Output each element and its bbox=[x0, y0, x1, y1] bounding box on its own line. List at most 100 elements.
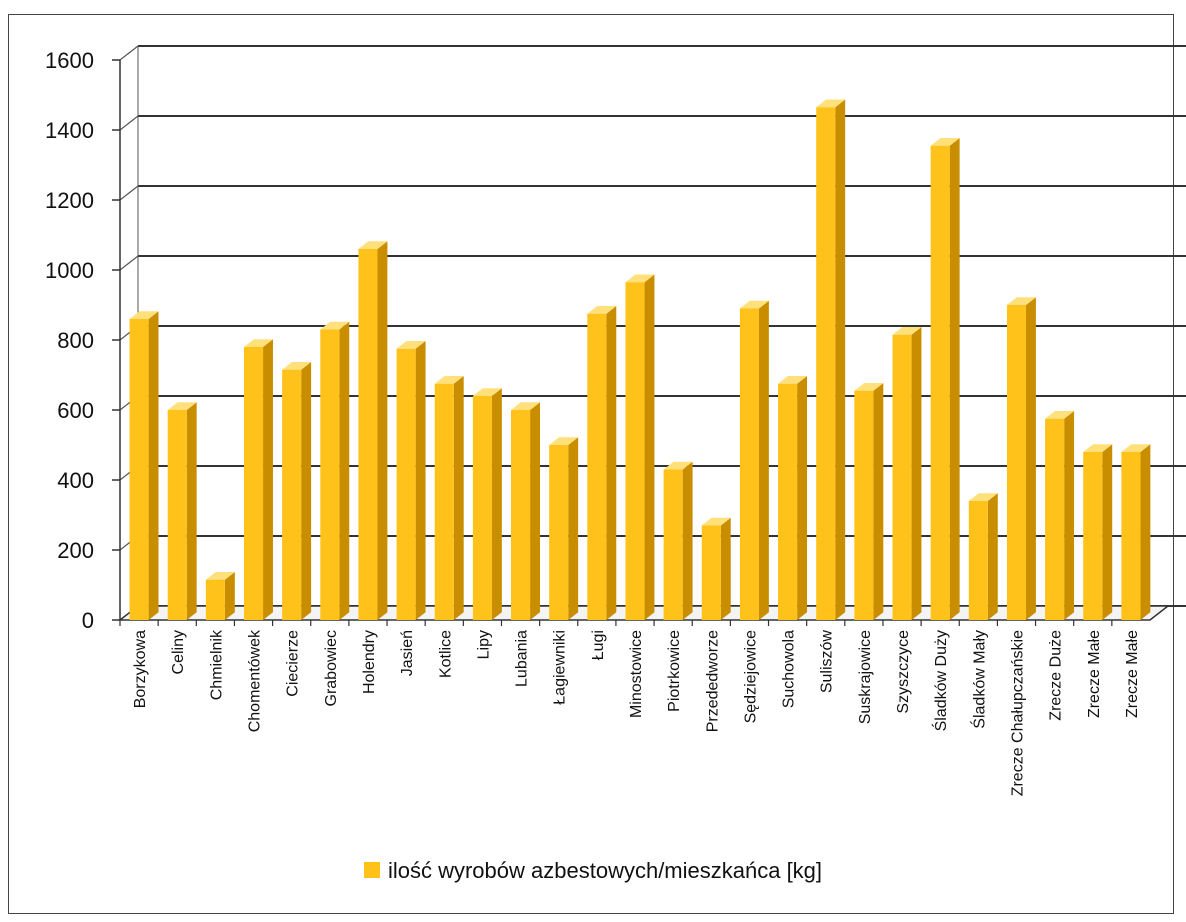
bar-front bbox=[358, 249, 378, 620]
bar-front bbox=[1006, 305, 1027, 620]
category-label: Śladków Mały bbox=[969, 630, 988, 729]
bar-side bbox=[491, 388, 502, 620]
bar-top bbox=[663, 461, 693, 470]
bar-top bbox=[892, 327, 922, 335]
bar-front bbox=[739, 308, 759, 620]
bar-top bbox=[854, 383, 884, 391]
category-label: Łagiewniki bbox=[552, 630, 569, 705]
bar-top bbox=[1121, 444, 1151, 452]
bar bbox=[205, 572, 235, 620]
bar-front bbox=[243, 347, 264, 620]
bar-top bbox=[511, 402, 540, 410]
gridline-depth bbox=[119, 115, 139, 131]
y-tick-label: 400 bbox=[57, 468, 94, 493]
y-tick-label: 1600 bbox=[45, 48, 94, 73]
category-label: Przededworze bbox=[704, 630, 721, 732]
category-labels: Borzykowa Celiny Chmielnik Chomentówek Cieci… bbox=[132, 629, 1141, 796]
bar bbox=[739, 300, 769, 620]
y-tick-label: 200 bbox=[57, 538, 94, 563]
bar bbox=[663, 461, 693, 620]
bar-top bbox=[434, 376, 464, 384]
bar-front bbox=[511, 410, 531, 620]
category-label: Celiny bbox=[170, 630, 187, 674]
y-tick-label: 0 bbox=[82, 608, 94, 633]
bar-front bbox=[701, 525, 721, 620]
bar-top bbox=[282, 362, 312, 370]
bar bbox=[816, 99, 846, 621]
bar-front bbox=[205, 579, 225, 620]
category-label: Suchowola bbox=[781, 630, 798, 708]
category-label: Piotrkowice bbox=[666, 630, 683, 712]
category-label: Zrecze Duże bbox=[1048, 630, 1065, 721]
bar bbox=[1083, 444, 1113, 620]
bar-side bbox=[263, 339, 273, 620]
category-label: Borzykowa bbox=[132, 630, 149, 708]
y-tick-label: 600 bbox=[57, 398, 94, 423]
category-label: Zrecze Chałupczańskie bbox=[1009, 630, 1026, 796]
bar bbox=[587, 306, 617, 620]
category-label: Zrecze Małe bbox=[1086, 630, 1103, 718]
category-label: Lubania bbox=[514, 630, 531, 687]
bar-side bbox=[606, 306, 617, 620]
bar bbox=[1045, 411, 1075, 620]
bar-front bbox=[968, 501, 988, 620]
bar-side bbox=[720, 517, 731, 620]
bar-side bbox=[301, 362, 312, 620]
bar-front bbox=[1121, 452, 1141, 620]
bar bbox=[549, 437, 579, 620]
bars bbox=[129, 99, 1151, 621]
category-label: Minostowice bbox=[628, 630, 645, 718]
bar-front bbox=[930, 145, 950, 620]
bar-front bbox=[778, 383, 798, 620]
bar-front bbox=[320, 329, 340, 620]
bar-side bbox=[415, 341, 426, 620]
category-label: Suliszów bbox=[819, 630, 836, 694]
bar-side bbox=[797, 376, 808, 620]
bar-side bbox=[186, 402, 197, 620]
y-tick-label: 800 bbox=[57, 328, 94, 353]
bar-side bbox=[224, 572, 235, 620]
category-label: Lipy bbox=[475, 630, 492, 659]
bar bbox=[472, 388, 502, 620]
category-label: Kotlice bbox=[437, 630, 454, 678]
bar bbox=[358, 241, 388, 621]
bar-front bbox=[816, 107, 836, 620]
bar-front bbox=[549, 445, 569, 620]
bar-top bbox=[930, 138, 960, 146]
bar bbox=[511, 402, 540, 620]
bar-side bbox=[644, 274, 655, 620]
bar-front bbox=[587, 313, 607, 620]
bar-side bbox=[530, 402, 540, 620]
bar-side bbox=[758, 300, 769, 620]
bar-side bbox=[148, 311, 159, 620]
bar-side bbox=[1026, 297, 1036, 620]
category-label: Szyszczyce bbox=[895, 630, 912, 714]
bar-top bbox=[320, 321, 350, 330]
category-label: Zrecze Małe bbox=[1124, 630, 1141, 718]
legend-swatch bbox=[363, 862, 380, 879]
bar-top bbox=[472, 388, 502, 396]
bar bbox=[396, 341, 426, 620]
bar-top bbox=[816, 99, 846, 108]
bar bbox=[167, 402, 197, 620]
bar-top bbox=[129, 311, 159, 319]
bar-top bbox=[549, 437, 579, 445]
bar bbox=[968, 493, 998, 620]
bar-front bbox=[167, 410, 187, 620]
category-label: Jasień bbox=[399, 630, 416, 676]
bar bbox=[930, 138, 960, 621]
bar-side bbox=[949, 138, 960, 621]
bar bbox=[282, 362, 312, 620]
bar-side bbox=[1102, 444, 1113, 620]
bar-side bbox=[453, 376, 464, 620]
bar-top bbox=[1083, 444, 1113, 452]
bar-front bbox=[282, 369, 302, 620]
category-label: Holendry bbox=[361, 630, 378, 694]
bar-side bbox=[339, 321, 350, 620]
bar bbox=[625, 274, 655, 620]
legend-label: ilość wyrobów azbestowych/mieszkańca [kg… bbox=[387, 858, 823, 883]
y-tick-label: 1400 bbox=[45, 118, 94, 143]
bar-top bbox=[625, 274, 655, 283]
bar-top bbox=[1045, 411, 1075, 419]
bar bbox=[854, 383, 884, 620]
